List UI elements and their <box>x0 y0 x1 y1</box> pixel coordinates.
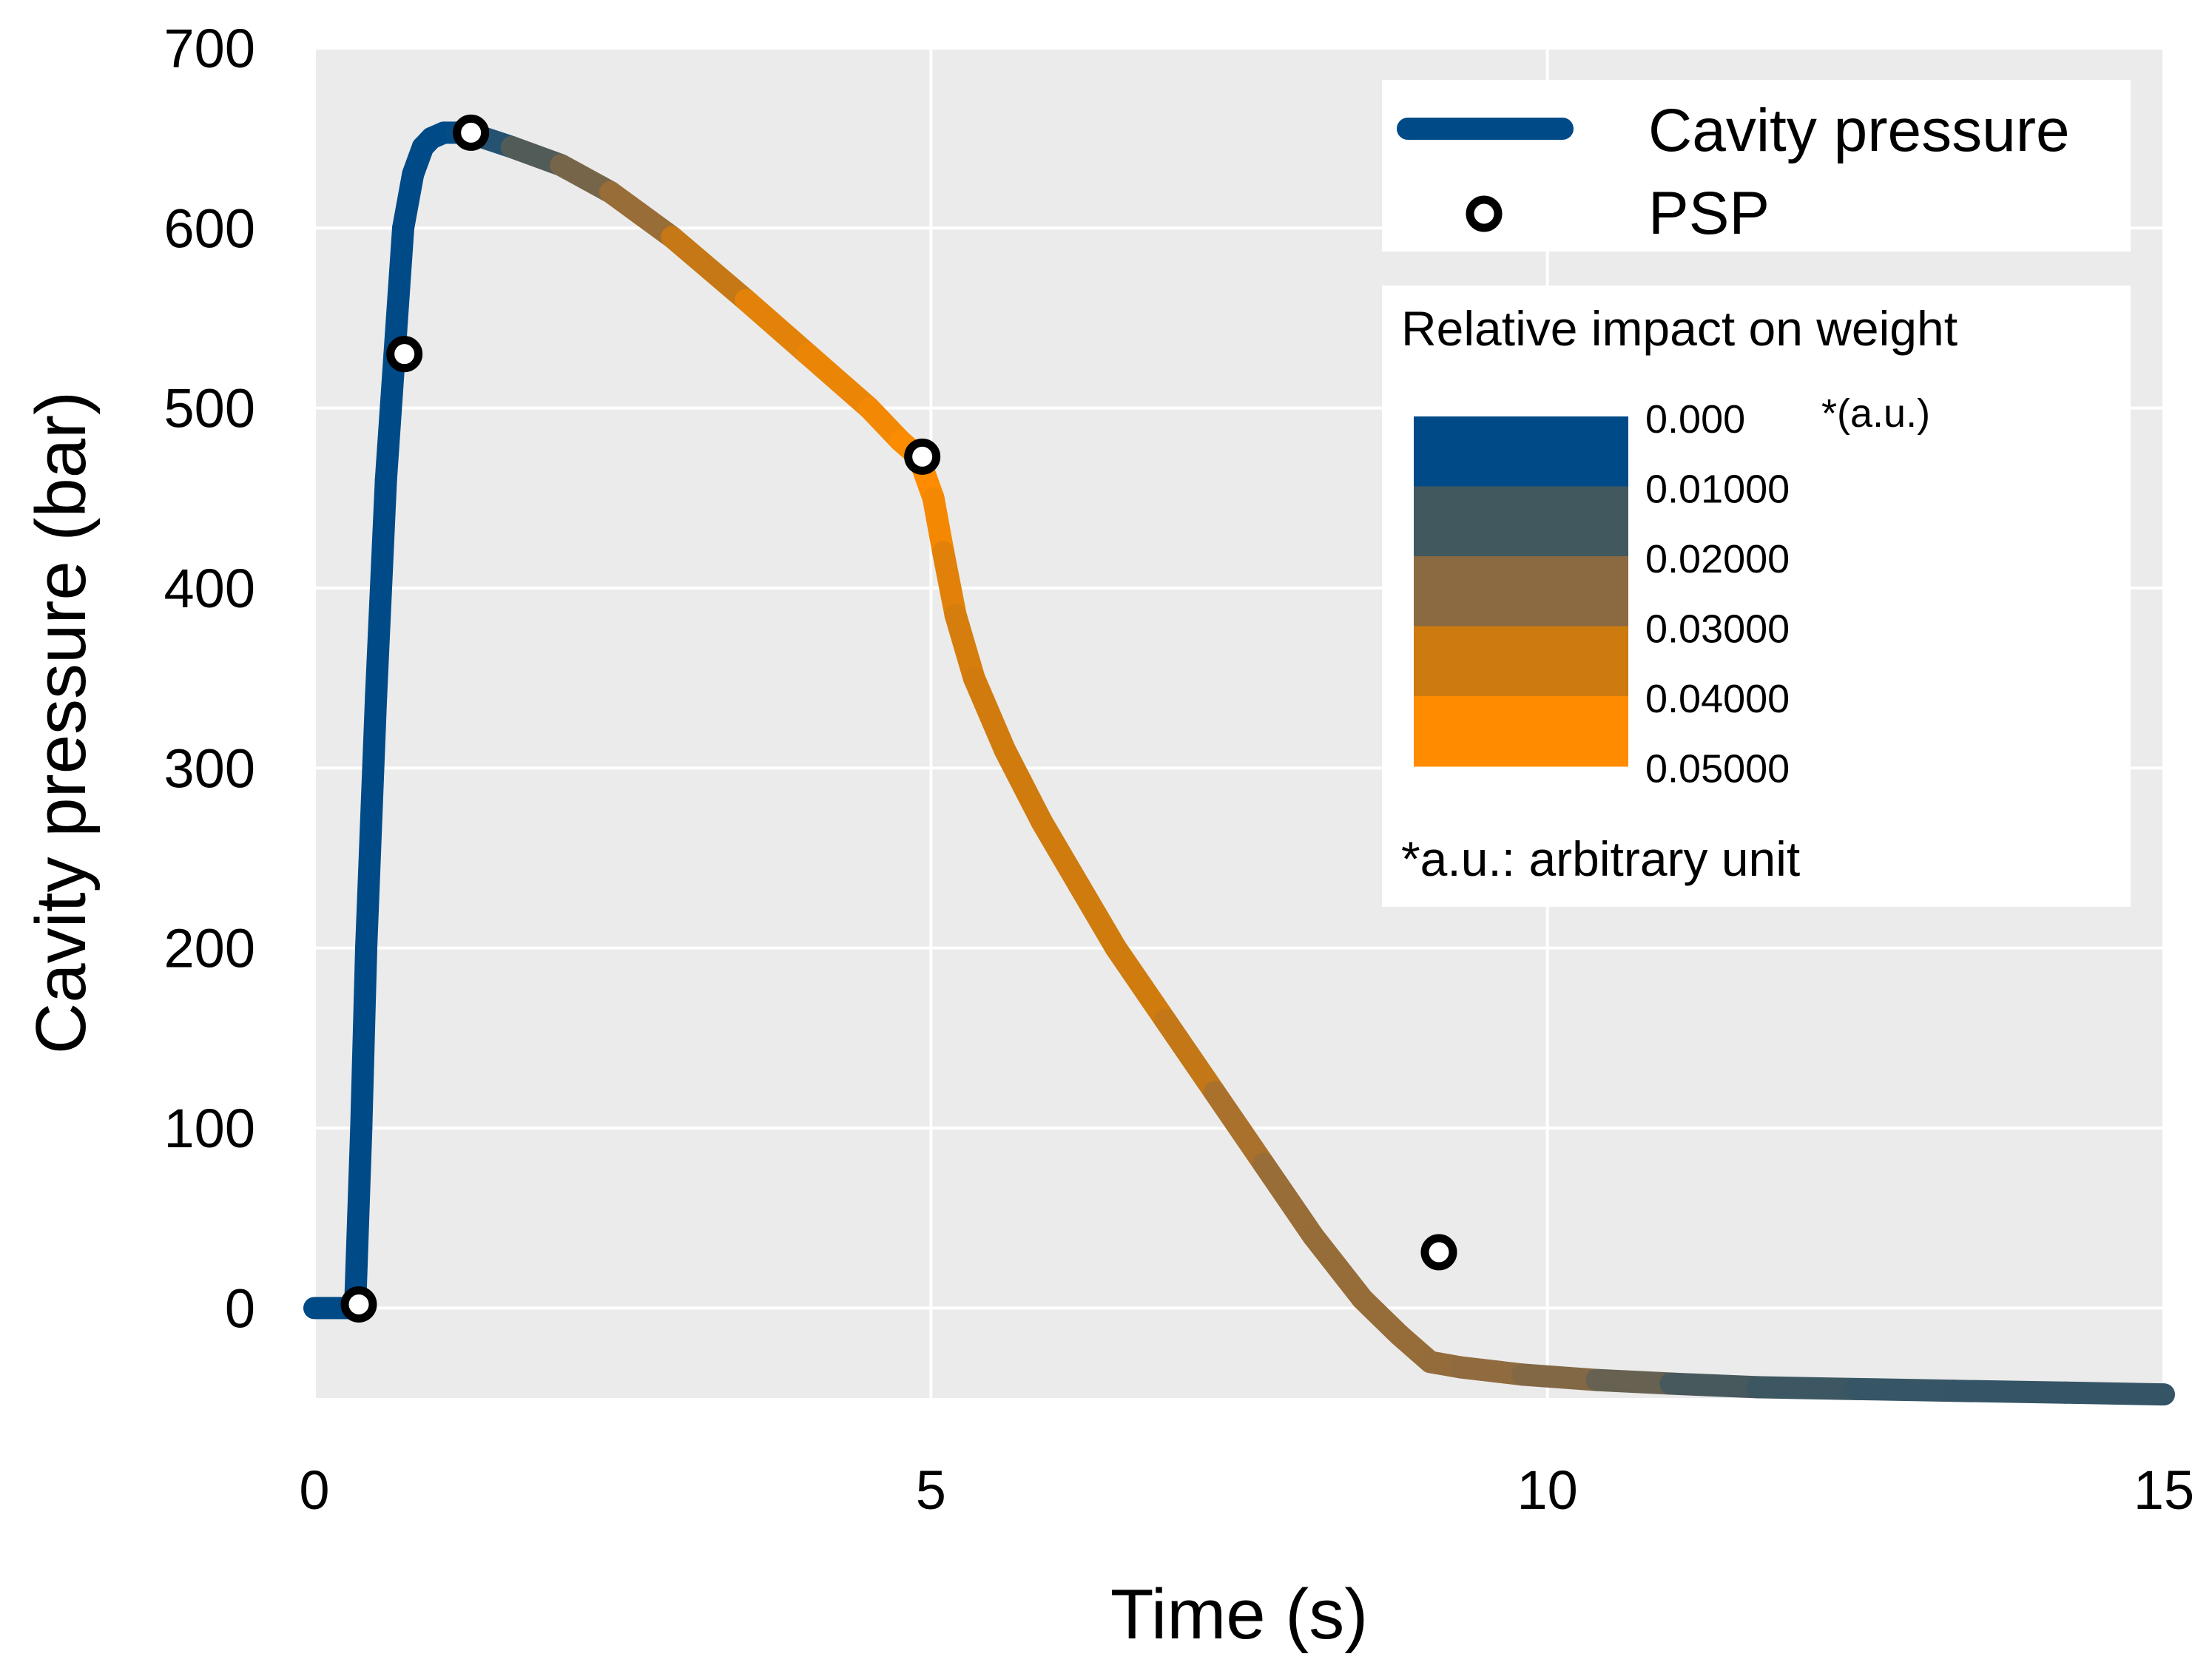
colorbar-swatch-3 <box>1414 626 1628 697</box>
curve-segment-45 <box>1943 1380 2077 1404</box>
psp-marker-2 <box>453 114 490 151</box>
y-tick-label-4: 400 <box>164 558 255 619</box>
y-tick-label-7: 700 <box>164 18 255 79</box>
colorbar-swatches <box>1414 416 1628 767</box>
curve-segment-18 <box>661 226 758 311</box>
y-tick-label-2: 200 <box>164 918 255 979</box>
curve-segment-6 <box>374 342 406 491</box>
psp-marker-4 <box>1420 1234 1457 1271</box>
x-tick-label-2: 10 <box>1517 1459 1578 1521</box>
y-tick-label-3: 300 <box>164 737 255 799</box>
colorbar-tick-label-1: 0.01000 <box>1645 467 1790 512</box>
colorbar-tick-labels: 0.000 0.01000 0.02000 0.03000 0.04000 0.05000 <box>1645 397 1790 791</box>
colorbar-tick-label-0: 0.000 <box>1645 397 1745 442</box>
colorbar-tick-label-3: 0.03000 <box>1645 607 1790 652</box>
curve-segment-28 <box>994 739 1053 834</box>
legend: Cavity pressure PSP <box>1382 80 2131 251</box>
colorbar-unit-label: *(a.u.) <box>1821 391 1930 436</box>
curve-segment-43 <box>1746 1376 1867 1400</box>
x-tick-label-3: 15 <box>2134 1459 2194 1521</box>
curve-segment-35 <box>1302 1225 1374 1311</box>
curve-segment-27 <box>962 666 1016 761</box>
colorbar-legend: Relative impact on weight 0.0000.010000.… <box>1382 286 2131 907</box>
curve-segment-7 <box>383 217 414 365</box>
curve-segment-2 <box>344 1117 373 1320</box>
curve-segment-40 <box>1511 1363 1608 1391</box>
colorbar-swatch-4 <box>1414 696 1628 767</box>
y-tick-label-0: 0 <box>225 1277 255 1339</box>
colorbar-title: Relative impact on weight <box>1401 301 1958 356</box>
y-tick-label-6: 600 <box>164 197 255 259</box>
colorbar-tick-label-5: 0.05000 <box>1645 747 1790 791</box>
psp-markers <box>340 114 1457 1323</box>
colorbar-tick-label-4: 0.04000 <box>1645 677 1790 721</box>
curve-segment-32 <box>1154 1009 1226 1104</box>
curve-segment-19 <box>735 288 819 365</box>
y-tick-label-1: 100 <box>164 1098 255 1159</box>
curve-segment-3 <box>350 936 377 1139</box>
x-tick-label-0: 0 <box>299 1459 329 1521</box>
legend-psp-label: PSP <box>1648 180 1770 247</box>
curve-segment-44 <box>1844 1377 1966 1402</box>
curve-segment-31 <box>1105 936 1176 1031</box>
x-axis-title: Time (s) <box>1110 1575 1368 1654</box>
curve-segment-30 <box>1068 874 1127 959</box>
legend-line-label: Cavity pressure <box>1648 97 2070 164</box>
y-axis-title: Cavity pressure (bar) <box>21 391 101 1054</box>
curve-segment-42 <box>1659 1372 1768 1399</box>
x-tick-label-1: 5 <box>916 1459 946 1521</box>
colorbar-swatch-1 <box>1414 486 1628 557</box>
colorbar-tick-label-2: 0.02000 <box>1645 537 1790 581</box>
legend-box <box>1382 80 2131 251</box>
colorbar-footnote: *a.u.: arbitrary unit <box>1401 831 1800 886</box>
curve-segment-33 <box>1203 1081 1275 1175</box>
y-tick-label-5: 500 <box>164 378 255 439</box>
curve-segment-17 <box>599 180 684 249</box>
curve-segment-4 <box>355 685 388 959</box>
x-tick-labels: 0 5 10 15 <box>299 1459 2194 1521</box>
legend-psp-marker <box>1466 195 1503 232</box>
curve-segment-41 <box>1585 1368 1682 1395</box>
psp-marker-1 <box>386 336 423 373</box>
colorbar-swatch-2 <box>1414 556 1628 627</box>
y-tick-labels: 0 100 200 300 400 500 600 700 <box>164 18 255 1339</box>
colorbar-swatch-0 <box>1414 416 1628 487</box>
curve-segment-46 <box>2054 1381 2175 1406</box>
curve-segment-20 <box>796 342 880 419</box>
psp-marker-3 <box>904 438 941 475</box>
psp-marker-0 <box>340 1286 377 1323</box>
curve-segment-29 <box>1031 811 1090 897</box>
curve-segment-34 <box>1252 1152 1324 1247</box>
curve-segment-5 <box>365 469 397 707</box>
